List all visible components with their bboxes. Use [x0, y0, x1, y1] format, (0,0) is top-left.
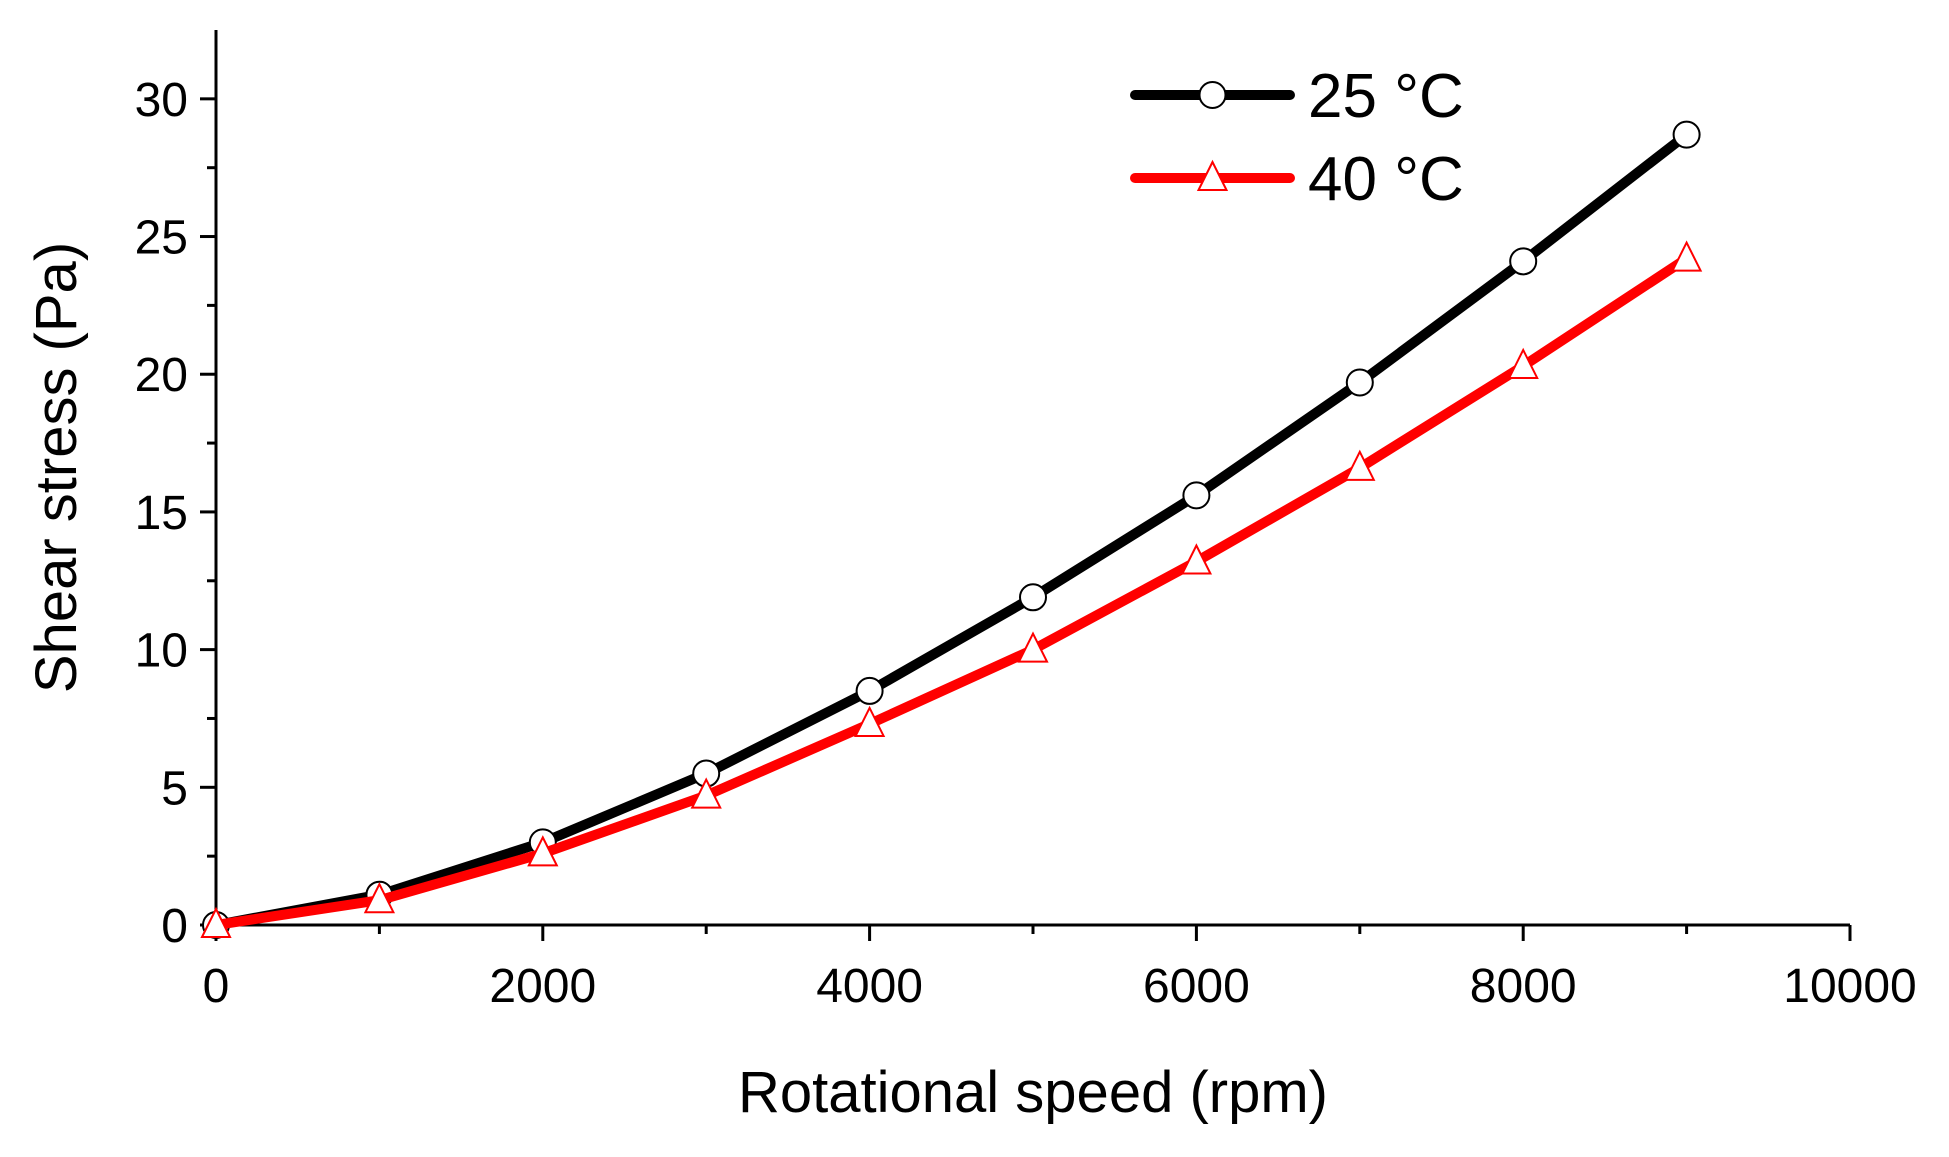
y-tick-label: 10: [135, 625, 188, 678]
x-tick-label: 0: [203, 960, 230, 1013]
series-line-2: [211, 253, 1692, 930]
data-point: [200, 906, 232, 938]
data-point: [1182, 481, 1211, 510]
data-point: [1670, 240, 1703, 272]
data-point: [1017, 631, 1049, 663]
y-tick-label: 5: [161, 762, 188, 815]
legend-marker: [1196, 159, 1229, 191]
y-tick-label: 0: [161, 900, 188, 953]
x-tick-label: 2000: [489, 960, 596, 1013]
legend-item-2: 40 °C: [1130, 145, 1464, 214]
y-axis-title: Shear stress (Pa): [24, 242, 89, 693]
series-group: [200, 120, 1703, 939]
data-point: [527, 835, 559, 867]
series-1: [202, 120, 1701, 939]
data-point: [1507, 347, 1539, 379]
x-tick-label: 10000: [1783, 960, 1916, 1013]
y-tick-label: 25: [135, 212, 188, 265]
tick-labels: 0 2000 4000 6000 8000 10000 0 5 10 15 20 25 30: [135, 74, 1917, 1013]
data-point: [363, 881, 396, 914]
x-axis-title: Rotational speed (rpm): [738, 1060, 1328, 1125]
y-tick-label: 20: [135, 349, 188, 402]
data-point: [1345, 368, 1374, 397]
legend-item-1: 25 °C: [1130, 62, 1464, 131]
legend-label: 40 °C: [1308, 145, 1464, 214]
data-point: [1344, 449, 1376, 481]
y-tick-label: 30: [135, 74, 188, 127]
legend-marker: [1198, 81, 1227, 109]
data-point: [853, 705, 886, 737]
x-tick-label: 4000: [816, 960, 923, 1013]
data-point: [1180, 543, 1213, 575]
legend: 25 °C 40 °C: [1130, 62, 1464, 214]
legend-label: 25 °C: [1308, 62, 1464, 131]
series-line-1: [211, 129, 1692, 930]
series-2: [200, 240, 1703, 938]
axes: [200, 30, 1852, 941]
data-point: [1672, 120, 1701, 149]
data-point: [1019, 583, 1047, 612]
data-point: [855, 676, 884, 705]
data-point: [690, 777, 722, 809]
y-tick-label: 15: [135, 487, 188, 540]
x-tick-label: 8000: [1470, 960, 1577, 1013]
x-tick-label: 6000: [1143, 960, 1250, 1013]
data-point: [1509, 247, 1538, 276]
